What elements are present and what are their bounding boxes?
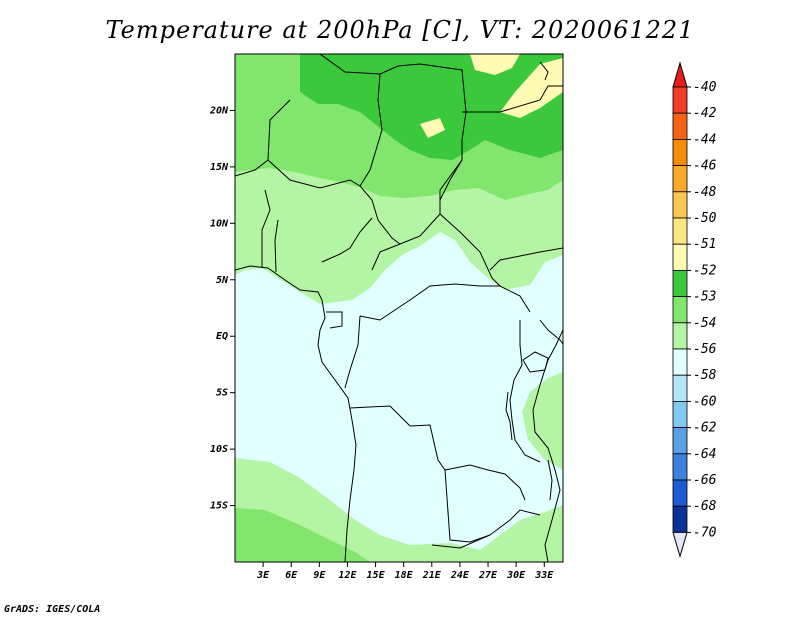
colorbar-swatch: [672, 400, 688, 428]
lon-tick-label: 3E: [256, 570, 270, 581]
lon-tick-label: 33E: [534, 570, 554, 581]
colorbar-label: -64: [693, 447, 716, 462]
credit-text: GrADS: IGES/COLA: [4, 604, 101, 615]
lon-tick-label: 15E: [367, 570, 386, 581]
colorbar-swatch: [672, 374, 688, 402]
country-borders: [235, 54, 563, 562]
lat-tick-label: 5N: [216, 275, 229, 286]
lon-tick-label: 27E: [478, 570, 498, 581]
colorbar-swatch: [672, 427, 688, 455]
colorbar-label: -62: [693, 421, 717, 436]
colorbar-label: -48: [693, 185, 717, 200]
border-zambia-south: [431, 509, 541, 549]
lat-tick-label: 10N: [210, 218, 229, 229]
field-band-minus51-c: [420, 118, 445, 138]
colorbar-label: -53: [693, 290, 716, 305]
colorbar-swatch: [672, 269, 688, 297]
lat-tick-label: 20N: [209, 105, 229, 116]
lon-tick-label: 12E: [338, 570, 357, 581]
colorbar-label: -68: [693, 499, 717, 514]
colorbar-swatch: [672, 243, 688, 271]
border-congo-drc: [344, 315, 361, 389]
border-sahara: [235, 54, 467, 214]
colorbar-swatch: [672, 112, 688, 140]
map-frame: [234, 53, 564, 563]
longitude-axis: 3E 6E 9E 12E 15E 18E 21E 24E 27E 30E 33E: [256, 562, 554, 581]
lat-tick-label: 10S: [210, 444, 228, 455]
lon-tick-label: 9E: [313, 570, 326, 581]
colorbar: -40 -42 -44 -46 -48 -50 -51 -52 -53 -54 -56 -58 -60 -…: [672, 61, 717, 559]
border-car-drc: [359, 283, 531, 321]
colorbar-label: -54: [693, 316, 716, 331]
colorbar-label: -46: [693, 159, 717, 174]
colorbar-swatch: [672, 296, 688, 324]
colorbar-swatch: [672, 86, 688, 114]
colorbar-label: -51: [693, 237, 716, 252]
lon-tick-label: 21E: [422, 570, 442, 581]
colorbar-swatch: [672, 217, 688, 245]
lon-tick-label: 18E: [395, 570, 414, 581]
latitude-axis: 20N 15N 10N 5N EQ 5S 10S 15S: [209, 105, 235, 512]
border-uganda-kenya: [513, 320, 523, 381]
colorbar-swatch: [672, 165, 688, 193]
field-band-minus51-a: [470, 54, 520, 75]
border-libya-egypt: [462, 85, 563, 113]
lon-tick-label: 24E: [450, 570, 470, 581]
lat-tick-label: 5S: [216, 388, 228, 399]
lat-tick-label: EQ: [216, 331, 228, 342]
colorbar-label: -56: [693, 342, 717, 357]
colorbar-label: -58: [693, 368, 717, 383]
lake-victoria: [522, 351, 549, 373]
lake-tanganyika: [505, 391, 513, 441]
colorbar-label: -44: [693, 132, 716, 147]
map-title: Temperature at 200hPa [C], VT: 202006122…: [105, 16, 695, 44]
border-ethiopia: [489, 247, 563, 271]
colorbar-label: -52: [693, 263, 717, 278]
border-niger-nigeria: [267, 159, 361, 189]
colorbar-label: -70: [693, 525, 717, 540]
coastline-east: [532, 329, 563, 562]
red-sea-coast: [539, 61, 549, 81]
colorbar-label: -60: [693, 394, 717, 409]
colorbar-swatch: [672, 191, 688, 219]
colorbar-label: -40: [693, 80, 717, 95]
border-drc-zambia: [444, 464, 526, 501]
colorbar-swatch: [672, 453, 688, 481]
colorbar-label: -50: [693, 211, 717, 226]
colorbar-bottom-arrow: [672, 531, 688, 559]
lake-malawi: [547, 459, 553, 501]
colorbar-swatch: [672, 138, 688, 166]
lon-tick-label: 6E: [285, 570, 298, 581]
colorbar-swatch: [672, 505, 688, 533]
lat-tick-label: 15N: [210, 162, 229, 173]
border-ghana: [261, 189, 271, 268]
border-tanzania: [509, 379, 541, 463]
lon-tick-label: 30E: [506, 570, 526, 581]
colorbar-top-arrow: [672, 61, 688, 88]
colorbar-label: -42: [693, 106, 717, 121]
border-drc-angola: [349, 405, 491, 543]
colorbar-swatch: [672, 322, 688, 350]
colorbar-swatch: [672, 479, 688, 507]
border-sudan: [439, 159, 463, 214]
border-gabon: [326, 311, 343, 329]
border-nigeria-cameroon: [321, 217, 373, 263]
temperature-field: [235, 54, 563, 562]
coastline-west: [235, 265, 357, 562]
colorbar-label: -66: [693, 473, 717, 488]
field-band-minus52: [300, 54, 563, 160]
field-band-minus54-east: [522, 372, 563, 470]
colorbar-swatch: [672, 348, 688, 376]
border-kenya: [539, 319, 563, 345]
lat-tick-label: 15S: [210, 501, 228, 512]
field-band-minus53-south: [235, 508, 370, 562]
border-togo-benin: [274, 219, 279, 273]
